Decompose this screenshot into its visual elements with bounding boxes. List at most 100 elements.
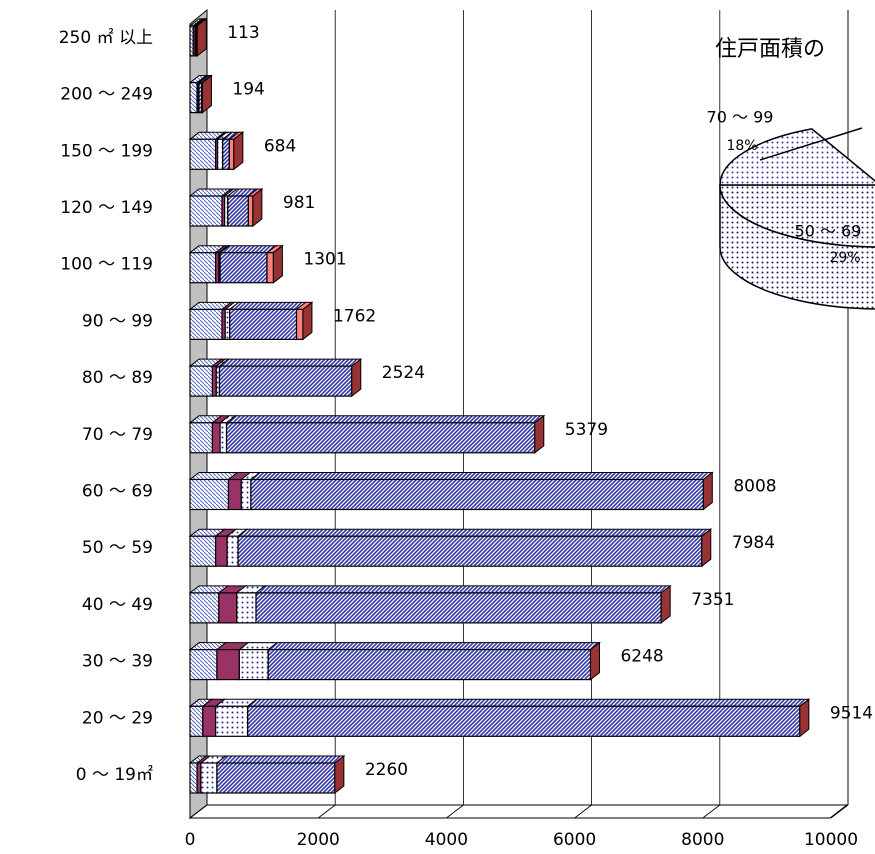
bar-segment: [189, 762, 198, 794]
bar-top: [228, 301, 307, 310]
bar-segment: [189, 308, 223, 340]
data-label: 194: [232, 80, 264, 100]
bar-segment: [216, 138, 224, 170]
pie-value-label: 29%: [829, 250, 860, 266]
x-tick-label: 6000: [553, 830, 596, 850]
x-tick-label: 4000: [425, 830, 468, 850]
pie-label: 70 ～ 99: [707, 108, 774, 127]
bar-segment: [189, 592, 220, 624]
data-label: 1762: [333, 306, 376, 326]
y-tick-label: 50 ～ 59: [82, 538, 153, 558]
bar-end: [196, 17, 207, 57]
data-label: 113: [227, 23, 259, 43]
y-tick-label: 150 ～ 199: [60, 141, 153, 161]
pie-label: 50 ～ 69: [795, 222, 862, 241]
data-label: 6248: [620, 647, 663, 667]
y-tick-label: 100 ～ 119: [60, 255, 153, 275]
bar-top: [249, 472, 714, 480]
data-label: 7351: [691, 590, 734, 610]
bar-segment: [227, 478, 242, 511]
bar-segment: [216, 762, 336, 794]
bar-top: [215, 755, 346, 764]
tick-mark: [189, 804, 208, 819]
bar-segment: [267, 648, 592, 681]
bar-segment: [218, 592, 238, 624]
bar-segment: [219, 252, 268, 284]
tick-mark: [830, 804, 849, 819]
bar-end: [351, 358, 362, 398]
y-tick-label: 20 ～ 29: [82, 708, 153, 728]
bar-segment: [225, 422, 536, 454]
bar-segment: [189, 252, 217, 284]
bar-end: [534, 414, 545, 454]
bar-segment: [222, 138, 230, 170]
data-label: 8008: [733, 477, 776, 497]
bar-segment: [200, 762, 218, 794]
bar-segment: [215, 535, 228, 567]
bar-end: [334, 754, 345, 795]
bar-segment: [189, 535, 217, 567]
bar-top: [225, 415, 546, 424]
bar-end: [233, 131, 244, 171]
tick-mark: [702, 804, 721, 819]
bar-end: [799, 698, 810, 738]
y-tick-label: 30 ～ 39: [82, 652, 153, 672]
y-tick-label: 60 ～ 69: [82, 482, 153, 502]
bar-segment: [228, 138, 235, 170]
bar-end: [701, 528, 712, 568]
y-tick-label: 250 ㎡ 以上: [59, 28, 153, 48]
x-tick-label: 0: [185, 830, 196, 850]
x-tick-label: 10000: [804, 830, 858, 850]
bar-end: [302, 301, 313, 341]
bar-top: [254, 585, 672, 594]
data-label: 2524: [382, 363, 425, 383]
bar-segment: [295, 308, 304, 340]
bar-segment: [226, 535, 239, 567]
bar-segment: [247, 195, 254, 227]
bar-segment: [240, 478, 252, 511]
bar-segment: [189, 138, 217, 170]
bar-segment: [266, 252, 274, 284]
bar-segment: [224, 308, 231, 340]
bar-segment: [238, 648, 269, 681]
data-label: 981: [283, 193, 315, 213]
bar-top: [246, 698, 811, 707]
data-label: 9514: [830, 703, 873, 723]
bar-top: [266, 642, 601, 651]
bar-segment: [189, 478, 230, 511]
bar-segment: [219, 422, 228, 454]
pie-slice: [719, 128, 875, 186]
data-label: 1301: [303, 250, 346, 270]
bar-segment: [189, 648, 218, 681]
bar-segment: [218, 365, 353, 397]
bar-segment: [215, 705, 249, 737]
bar-segment: [189, 422, 214, 454]
bar-segment: [189, 81, 198, 114]
y-tick-label: 40 ～ 49: [82, 595, 153, 615]
side-wall: [189, 8, 208, 820]
bar-segment: [229, 308, 298, 340]
tick-mark: [574, 804, 592, 819]
bar-segment: [216, 648, 240, 681]
bar-segment: [202, 705, 217, 737]
bar-end: [589, 641, 600, 681]
bar-segment: [255, 592, 662, 624]
y-tick-label: 120 ～ 149: [60, 198, 153, 218]
bar-segment: [189, 365, 214, 397]
bar-segment: [211, 422, 221, 454]
y-tick-label: 200 ～ 249: [60, 85, 153, 105]
tick-mark: [317, 804, 336, 819]
bar-segment: [227, 195, 249, 227]
bar-segment: [250, 478, 704, 511]
x-tick-label: 8000: [681, 830, 724, 850]
bar-segment: [236, 592, 257, 624]
bar-end: [201, 74, 212, 114]
pie-title: 住戸面積の: [715, 37, 825, 62]
leader-line: [759, 127, 863, 161]
data-label: 5379: [565, 420, 608, 440]
bar-segment: [189, 195, 223, 227]
bar-end: [272, 244, 283, 284]
bar-top: [236, 528, 713, 537]
pie-value-label: 18%: [726, 138, 757, 154]
y-tick-label: 80 ～ 89: [82, 368, 153, 388]
